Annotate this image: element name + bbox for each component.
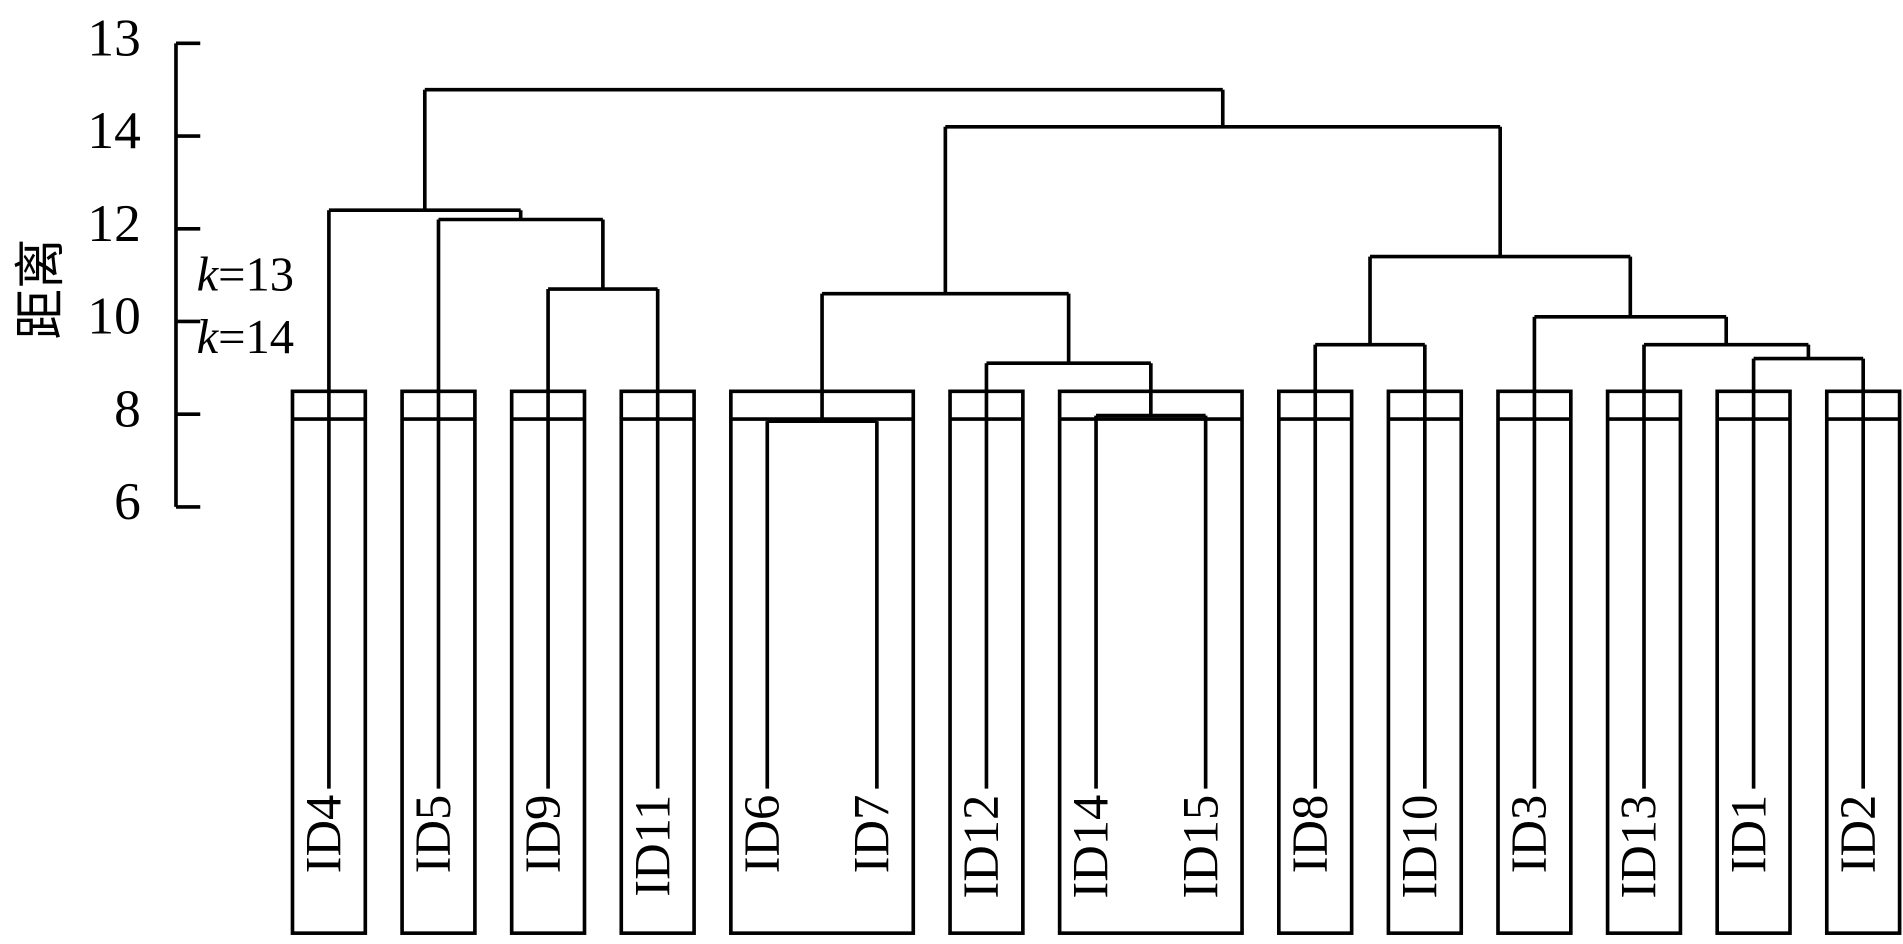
annotation: k=14 [197,311,294,364]
y-tick-label: 8 [114,380,141,439]
leaf-label: ID10 [1391,795,1447,899]
y-axis-label: 距离 [13,238,69,339]
leaf-label: ID6 [734,795,790,874]
y-tick-label: 13 [87,9,140,68]
leaf-label: ID14 [1063,795,1119,899]
leaf-label: ID1 [1720,795,1776,874]
y-tick-label: 14 [87,101,140,160]
leaf-label: ID5 [405,795,461,874]
leaf-label: ID15 [1172,795,1228,899]
y-tick-label: 10 [87,287,140,346]
leaf-label: ID4 [295,795,351,874]
leaf-label: ID7 [843,795,899,874]
leaf-label: ID11 [624,795,680,897]
leaf-label: ID12 [953,795,1009,899]
leaf-label: ID9 [515,795,571,874]
annotation: k=13 [197,249,294,302]
y-tick-label: 12 [87,194,140,253]
leaf-label: ID2 [1830,795,1886,874]
leaf-label: ID13 [1611,795,1667,899]
leaf-label: ID8 [1282,795,1338,874]
leaf-label: ID3 [1501,795,1557,874]
y-tick-label: 6 [114,472,141,531]
